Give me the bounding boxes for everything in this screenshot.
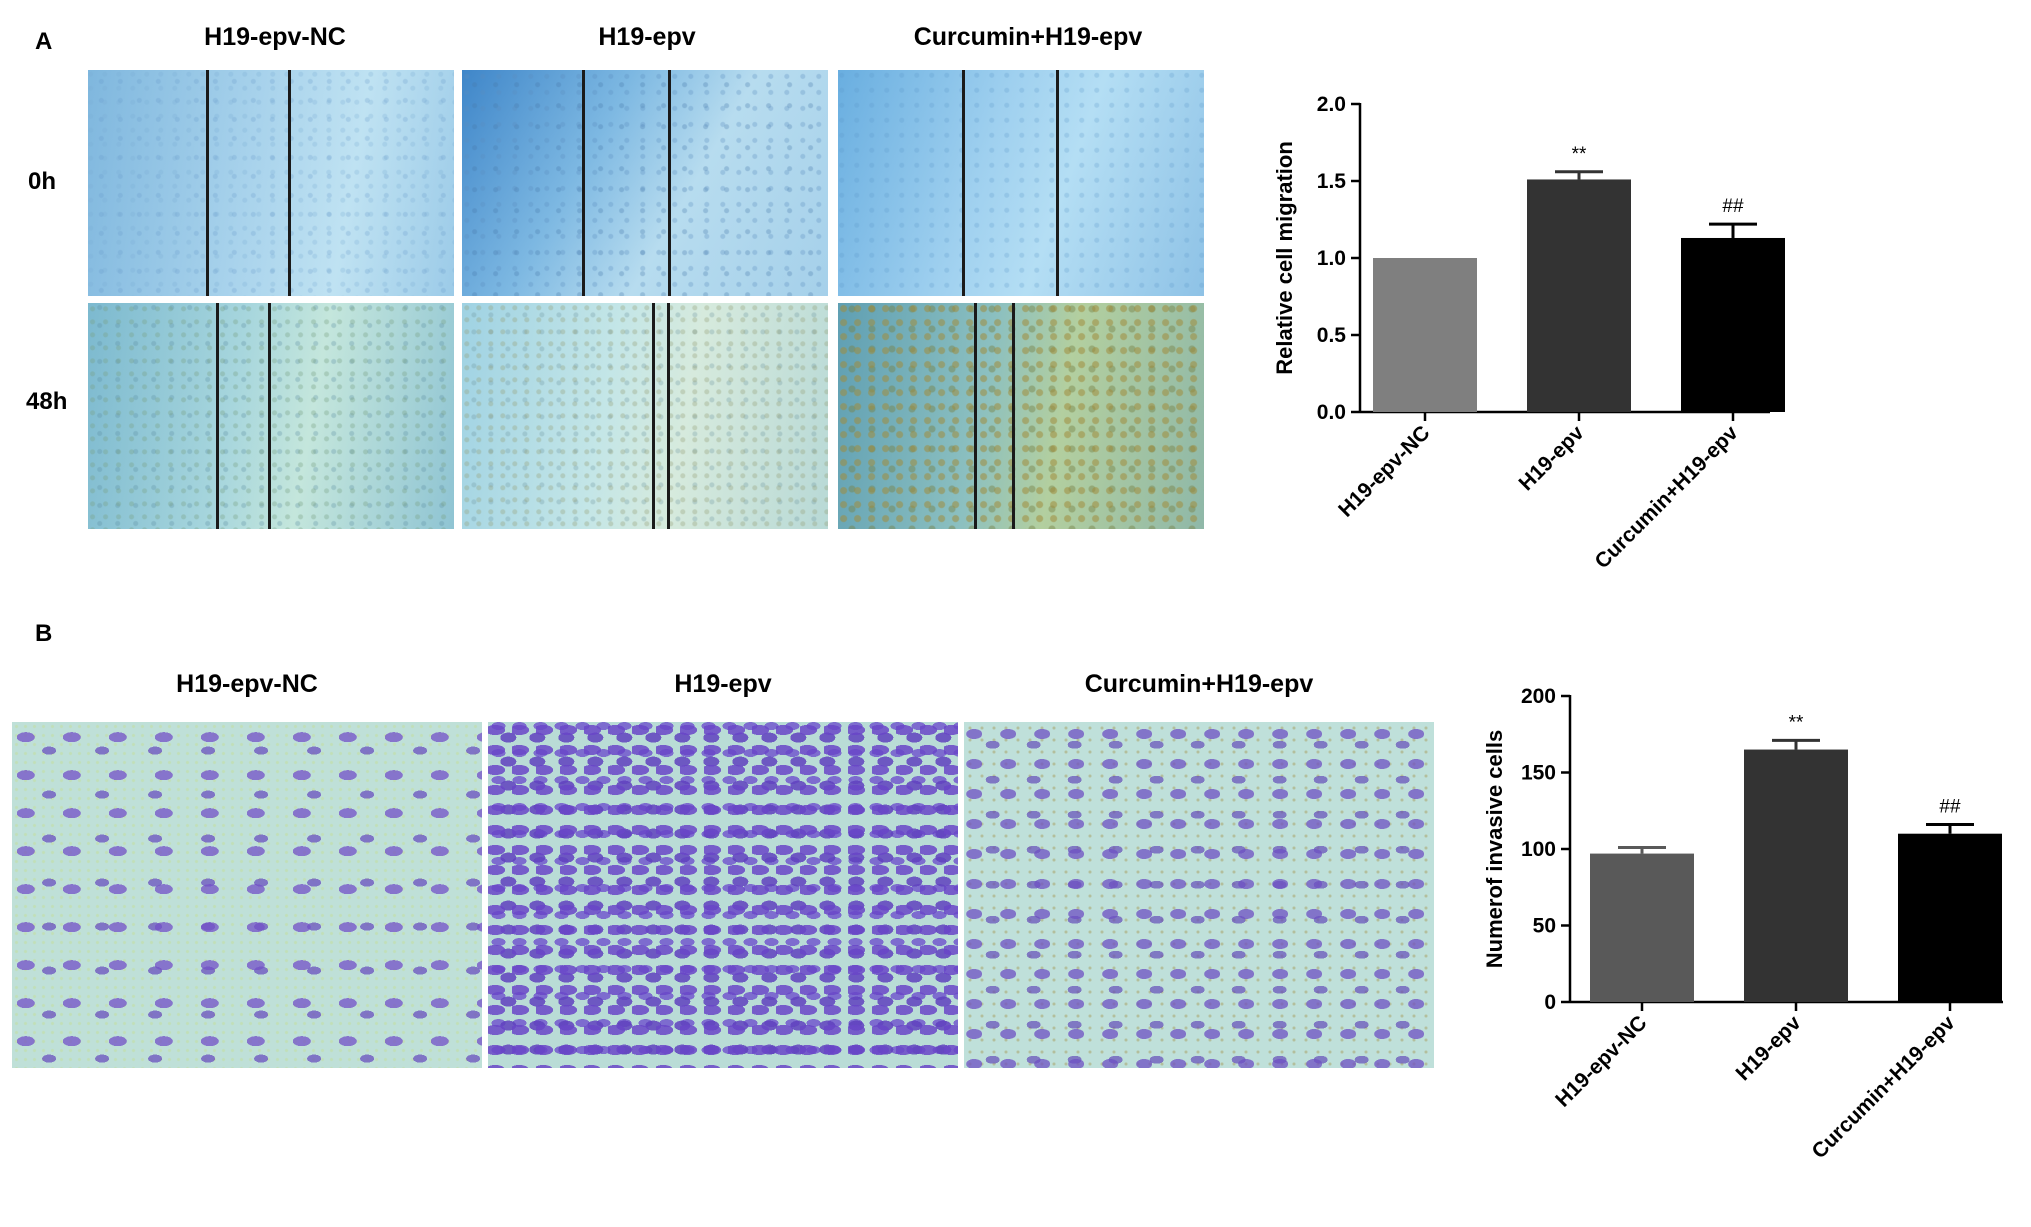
- y-axis-label: Numerof invasive cells: [1482, 730, 1507, 968]
- migration-bar-chart: Relative cell migration 0.0 0.5 1.0 1.5 2.0 H1…: [1272, 93, 1785, 573]
- panel-b-letter: B: [35, 620, 53, 647]
- wound-image-epv-48h: [462, 303, 828, 529]
- y-tick-label: 100: [1521, 838, 1556, 861]
- significance-label: **: [1572, 144, 1587, 165]
- y-tick-label: 0.5: [1317, 324, 1347, 347]
- x-tick-label: Curcumin+H19-epv: [1591, 421, 1743, 573]
- x-tick-label: H19-epv: [1731, 1011, 1805, 1085]
- y-tick-label: 50: [1533, 915, 1556, 938]
- x-tick-label: Curcumin+H19-epv: [1808, 1011, 1960, 1163]
- invasion-bar-chart: Numerof invasive cells 0 50 100 150 200 H19-ep…: [1482, 685, 2003, 1163]
- y-tick-label: 150: [1521, 762, 1556, 785]
- panel-a-title-epv: H19-epv: [598, 23, 696, 51]
- significance-label: **: [1789, 712, 1804, 733]
- y-axis-label: Relative cell migration: [1272, 141, 1297, 375]
- wound-image-nc-48h: [88, 303, 454, 529]
- bar: [1373, 258, 1477, 412]
- wound-image-curcumin-0h: [838, 70, 1204, 296]
- wound-image-epv-0h: [462, 70, 828, 296]
- y-tick-label: 200: [1521, 685, 1556, 708]
- x-tick-label: H19-epv: [1514, 421, 1588, 495]
- bar: [1590, 853, 1694, 1002]
- bar: [1744, 749, 1848, 1002]
- panel-a-letter: A: [35, 28, 53, 55]
- row-label-0h: 0h: [28, 168, 57, 195]
- y-tick-label: 2.0: [1317, 93, 1346, 116]
- y-tick-label: 1.5: [1317, 170, 1347, 193]
- bar: [1681, 237, 1785, 412]
- wound-image-curcumin-48h: [838, 303, 1204, 529]
- panel-b-title-curcumin: Curcumin+H19-epv: [1084, 670, 1314, 698]
- significance-label: ##: [1722, 196, 1744, 217]
- panel-b-title-nc: H19-epv-NC: [176, 670, 318, 698]
- invasion-image-curcumin: [964, 722, 1434, 1068]
- row-label-48h: 48h: [26, 388, 68, 415]
- y-tick-label: 0.0: [1317, 401, 1346, 424]
- invasion-image-epv: [488, 722, 958, 1068]
- x-tick-label: H19-epv-NC: [1334, 421, 1434, 521]
- panel-b-title-epv: H19-epv: [674, 670, 772, 698]
- significance-label: ##: [1939, 797, 1961, 818]
- invasion-image-nc: [12, 722, 482, 1068]
- bar: [1898, 833, 2002, 1002]
- bar: [1527, 179, 1631, 412]
- wound-image-nc-0h: [88, 70, 454, 296]
- panel-a-title-curcumin: Curcumin+H19-epv: [913, 23, 1143, 51]
- x-tick-label: H19-epv-NC: [1551, 1011, 1651, 1111]
- y-tick-label: 1.0: [1317, 247, 1346, 270]
- y-tick-label: 0: [1544, 991, 1556, 1014]
- panel-a-title-nc: H19-epv-NC: [204, 23, 346, 51]
